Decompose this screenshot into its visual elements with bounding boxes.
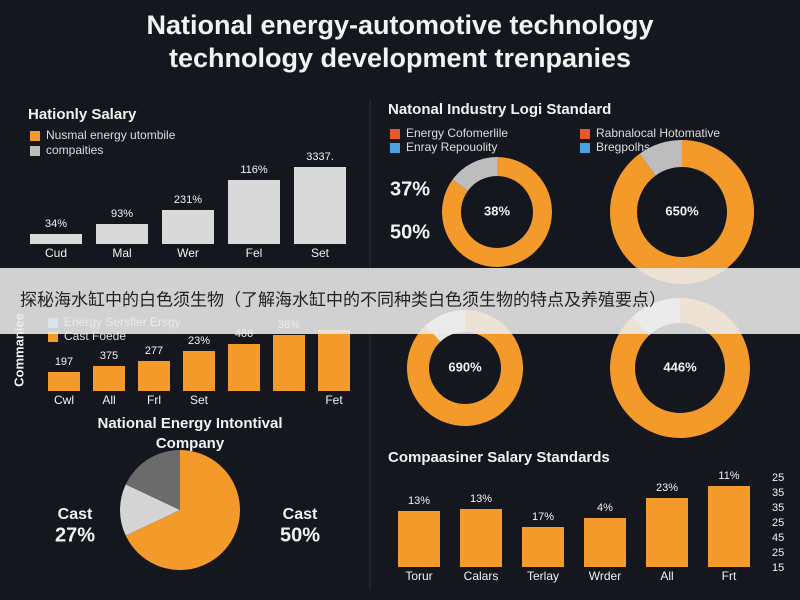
x-tick-label: Mal (112, 246, 131, 260)
legend-swatch (390, 129, 400, 139)
x-tick-label: Set (190, 393, 209, 407)
center-label: 38% (484, 203, 510, 218)
chart-title: Compaasiner Salary Standards (388, 449, 610, 466)
bar-label: 3337. (306, 151, 334, 163)
bar (138, 361, 170, 391)
slice (125, 450, 241, 570)
bar-label: 23% (656, 482, 678, 494)
center-label: 446% (663, 359, 697, 374)
slice (125, 450, 180, 510)
side-label: 25 (772, 547, 784, 559)
side-label: 35 (772, 487, 784, 499)
bar (48, 372, 80, 391)
side-label: 45 (772, 532, 784, 544)
legend-swatch (580, 129, 590, 139)
x-tick-label: Calars (464, 569, 499, 583)
legend-swatch (580, 143, 590, 153)
side-label: 37% (390, 178, 430, 200)
legend-label: compaities (46, 143, 103, 157)
bar (522, 527, 564, 567)
legend-label: Energy Cofomerlile (406, 126, 508, 140)
bar (584, 518, 626, 567)
side-label: Cast (58, 506, 93, 523)
bar-label: 34% (45, 218, 67, 230)
chart-title: National Energy Intontival (97, 415, 282, 432)
bar-label: 231% (174, 194, 202, 206)
bar (318, 330, 350, 391)
x-tick-label: Wer (177, 246, 199, 260)
chart-title: Hationly Salary (28, 106, 137, 123)
side-label: 50% (280, 524, 320, 546)
bar (398, 511, 440, 567)
x-tick-label: Torur (405, 569, 432, 583)
bar (183, 351, 215, 391)
slice (610, 140, 754, 285)
title-line: National energy-automotive technology (146, 10, 653, 40)
bar (30, 234, 82, 244)
x-tick-label: Frl (147, 393, 161, 407)
side-label: 27% (55, 524, 95, 546)
slice (452, 157, 497, 191)
bar-label: 13% (408, 495, 430, 507)
bar (162, 210, 214, 244)
legend-label: Nusmal energy utombile (46, 128, 176, 142)
legend-label: Enray Repouolity (406, 140, 497, 154)
slice (442, 157, 552, 268)
bar (93, 366, 125, 391)
slice (407, 310, 523, 426)
x-tick-label: All (102, 393, 115, 407)
x-tick-label: Fel (246, 246, 263, 260)
bar (228, 344, 260, 391)
chart-title: Natonal Industry Logi Standard (388, 101, 611, 118)
x-tick-label: Terlay (527, 569, 559, 583)
bar-label: 23% (188, 335, 210, 347)
legend-label: Bregpolhs (596, 140, 650, 154)
x-tick-label: Set (311, 246, 330, 260)
slice (120, 484, 180, 536)
x-tick-label: All (660, 569, 673, 583)
bar (273, 335, 305, 391)
side-label: Cast (283, 506, 318, 523)
legend-label: Rabnalocal Hotomative (596, 126, 720, 140)
slice (639, 140, 682, 176)
side-label: 50% (390, 221, 430, 243)
bar-label: 17% (532, 511, 554, 523)
x-tick-label: Wrder (589, 569, 621, 583)
x-tick-label: Cwl (54, 393, 74, 407)
chart-title: Company (156, 435, 225, 452)
legend-swatch (390, 143, 400, 153)
bar-label: 116% (240, 164, 268, 176)
bar (708, 486, 750, 567)
side-label: 25 (772, 472, 784, 484)
x-tick-label: Cud (45, 246, 67, 260)
banner-text: 探秘海水缸中的白色须生物（了解海水缸中的不同种类白色须生物的特点及养殖要点） (20, 289, 666, 309)
side-label: 15 (772, 562, 784, 574)
bar-label: 4% (597, 502, 613, 514)
legend-swatch (48, 332, 58, 342)
bar-label: 375 (100, 350, 118, 362)
bar (460, 509, 502, 567)
bar-label: 93% (111, 208, 133, 220)
bar (294, 167, 346, 244)
bar-label: 277 (145, 345, 163, 357)
side-label: 35 (772, 502, 784, 514)
bar (96, 224, 148, 244)
bar-label: 197 (55, 356, 73, 368)
center-label: 690% (448, 359, 482, 374)
bar-label: 11% (718, 470, 739, 482)
banner (0, 268, 800, 334)
bar (228, 180, 280, 244)
legend-swatch (30, 131, 40, 141)
charts: Hationly Salary Nusmal energy utombilecom… (11, 101, 784, 583)
bar-label: 13% (470, 493, 492, 505)
center-label: 650% (665, 203, 699, 218)
side-label: 25 (772, 517, 784, 529)
x-tick-label: Frt (722, 569, 737, 583)
bar (646, 498, 688, 567)
legend-swatch (30, 146, 40, 156)
x-tick-label: Fet (325, 393, 343, 407)
title-line: technology development trenpanies (169, 43, 631, 73)
